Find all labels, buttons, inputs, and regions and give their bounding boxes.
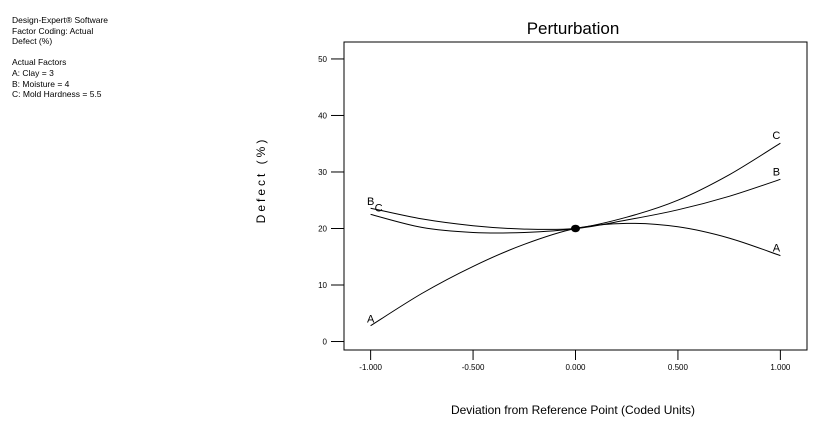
y-tick-label: 30 (318, 168, 327, 177)
y-tick-label: 40 (318, 111, 327, 120)
curve-label-start-b: B (367, 196, 374, 208)
factor-c: C: Mold Hardness = 5.5 (12, 89, 102, 100)
plot-frame (343, 41, 808, 351)
x-tick-label: -0.500 (462, 363, 485, 372)
x-tick-label: 0.000 (565, 363, 586, 372)
factor-b: B: Moisture = 4 (12, 78, 70, 89)
y-tick-label: 20 (318, 224, 327, 233)
curve-label-start-a: A (367, 314, 375, 326)
response-name: Defect (%) (12, 36, 53, 47)
factor-a: A: Clay = 3 (12, 67, 54, 78)
x-tick-label: 1.000 (770, 363, 791, 372)
x-axis-label: Deviation from Reference Point (Coded Un… (451, 403, 695, 417)
factors-title: Actual Factors (12, 57, 67, 68)
x-tick-label: 0.500 (668, 363, 689, 372)
curve-label-end-c: C (772, 130, 780, 142)
software-info-panel: Design-Expert® Software Factor Coding: A… (12, 15, 108, 100)
curve-c (370, 142, 781, 234)
factor-coding: Factor Coding: Actual (12, 25, 94, 36)
y-axis-label: Defect (%) (254, 137, 268, 224)
curve-label-end-b: B (773, 166, 780, 178)
software-name: Design-Expert® Software (12, 15, 109, 25)
curve-a (370, 222, 781, 327)
curve-label-end-a: A (773, 243, 781, 255)
curve-label-start-c: C (375, 202, 383, 214)
axis-ticks: 0 10 20 30 40 50 -1.000 -0.500 0.000 0.500 1.000 (318, 55, 791, 372)
curve-b (370, 178, 781, 231)
y-tick-label: 10 (318, 281, 327, 290)
reference-point (571, 224, 580, 233)
y-tick-label: 50 (318, 55, 327, 64)
y-tick-label: 0 (323, 338, 328, 347)
x-tick-label: -1.000 (359, 363, 382, 372)
chart-title: Perturbation (527, 19, 620, 38)
curves (370, 142, 781, 327)
